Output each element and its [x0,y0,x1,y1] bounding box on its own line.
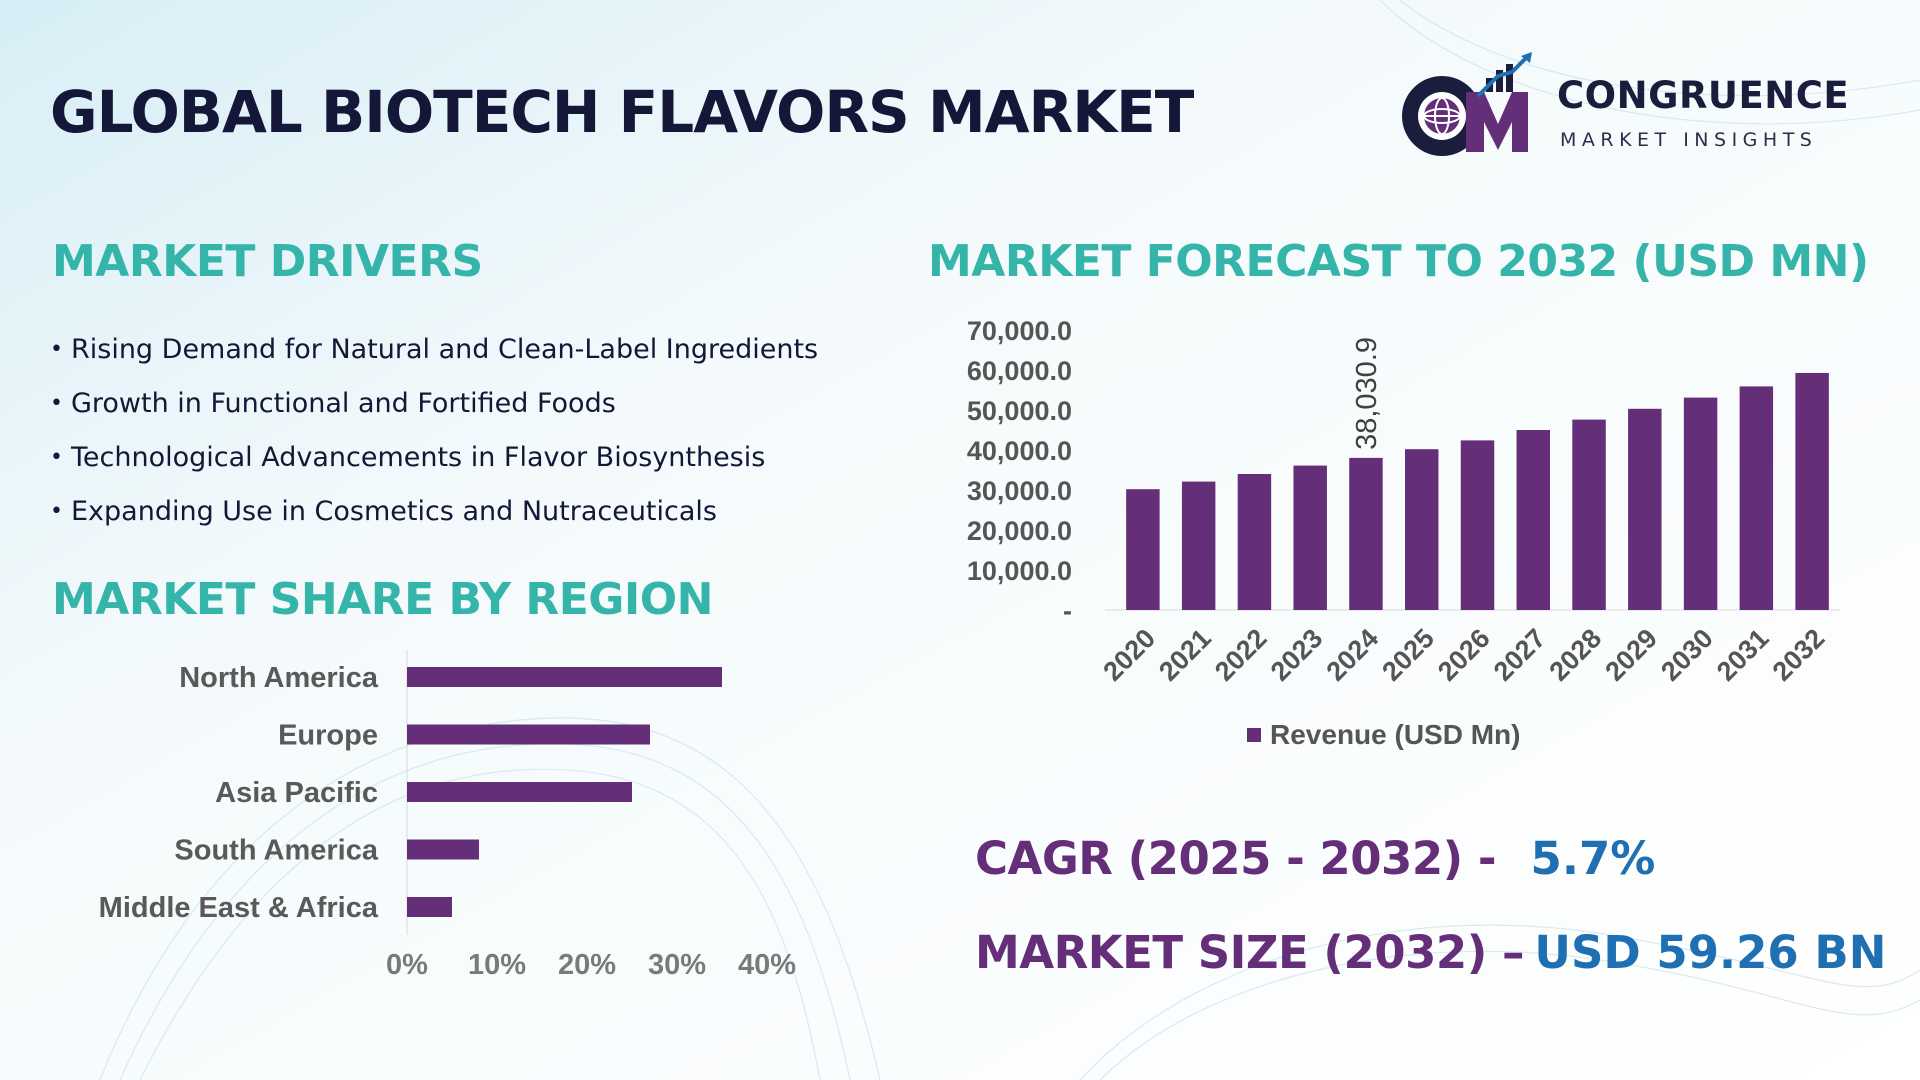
logo-tagline: MARKET INSIGHTS [1560,129,1818,151]
forecast-bar [1405,449,1439,610]
market-size-stat: MARKET SIZE (2032) – USD 59.26 BN [975,926,1886,979]
y-tick-label: 60,000.0 [967,356,1072,386]
y-tick-label: 40,000.0 [967,436,1072,466]
y-tick-label: 20,000.0 [967,516,1072,546]
bullet-icon: • [50,390,63,416]
logo-name: CONGRUENCE [1557,74,1850,117]
bullet-icon: • [50,444,63,470]
x-tick-label: 2022 [1209,623,1273,687]
forecast-bar [1181,481,1216,610]
y-tick-label: - [1063,596,1072,626]
region-bar [407,667,722,687]
x-tick-label: 2030 [1655,623,1719,687]
cagr-stat: CAGR (2025 - 2032) - 5.7% [975,832,1655,885]
driver-text: Rising Demand for Natural and Clean-Labe… [70,333,819,365]
driver-item: • Rising Demand for Natural and Clean-Lab… [50,322,818,376]
drivers-list: • Rising Demand for Natural and Clean-Lab… [50,322,818,538]
region-bar [407,839,479,860]
forecast-bar [1237,474,1272,610]
x-tick-label: 10% [468,949,526,981]
company-logo: CONGRUENCE MARKET INSIGHTS [1400,52,1870,164]
bullet-icon: • [50,336,63,362]
x-tick-label: 2029 [1599,623,1663,687]
forecast-bar [1126,489,1160,610]
forecast-bar [1739,386,1774,610]
data-label: 38,030.9 [1351,337,1383,450]
y-tick-label: 70,000.0 [967,316,1072,346]
region-bar [407,724,650,745]
x-tick-label: 30% [648,949,706,981]
bullet-icon: • [50,498,63,524]
cagr-value: 5.7% [1530,832,1656,885]
x-tick-label: 2027 [1488,623,1552,687]
x-tick-label: 20% [558,949,616,981]
forecast-bar [1628,408,1662,610]
x-tick-label: 2031 [1711,623,1775,687]
forecast-bar [1683,397,1718,610]
page-title: GLOBAL BIOTECH FLAVORS MARKET [50,78,1194,146]
x-tick-label: 2025 [1376,623,1440,687]
forecast-bar [1293,465,1327,610]
driver-text: Expanding Use in Cosmetics and Nutraceut… [70,495,717,527]
region-share-chart: North America Europe Asia Pacific South Ame… [99,650,796,981]
x-tick-label: 2032 [1767,623,1831,687]
forecast-bar [1516,430,1550,610]
x-tick-label: 2023 [1265,623,1329,687]
market-size-label: MARKET SIZE (2032) – [975,926,1524,979]
logo-mark-icon [1402,52,1532,156]
forecast-bar [1795,372,1829,610]
x-tick-label: 40% [738,949,796,981]
driver-text: Technological Advancements in Flavor Bio… [70,441,766,473]
driver-item: • Growth in Functional and Fortified Food… [50,376,818,430]
x-tick-label: 2026 [1432,623,1496,687]
region-label: Asia Pacific [215,777,378,809]
forecast-bar-chart: - 10,000.0 20,000.0 30,000.0 40,000.0 50,000.… [967,316,1840,750]
cagr-label: CAGR (2025 - 2032) - [975,832,1497,885]
forecast-bar [1572,419,1606,610]
region-title: MARKET SHARE BY REGION [52,574,714,625]
x-tick-label: 2028 [1544,623,1608,687]
region-label: North America [179,662,379,694]
y-tick-label: 30,000.0 [967,476,1072,506]
market-size-value: USD 59.26 BN [1534,926,1887,979]
forecast-bar [1349,457,1383,610]
region-label: Middle East & Africa [99,892,379,924]
x-tick-label: 2020 [1097,623,1161,687]
driver-item: • Expanding Use in Cosmetics and Nutraceu… [50,484,818,538]
y-tick-label: 10,000.0 [967,556,1072,586]
x-tick-label: 2024 [1321,623,1385,687]
y-tick-label: 50,000.0 [967,396,1072,426]
x-tick-label: 0% [386,949,428,981]
x-tick-label: 2021 [1153,623,1217,687]
region-label: Europe [278,720,378,752]
region-bar [407,897,452,917]
legend-label: Revenue (USD Mn) [1270,719,1520,750]
legend-swatch [1247,728,1261,742]
region-label: South America [174,835,378,867]
forecast-title: MARKET FORECAST TO 2032 (USD MN) [928,236,1869,287]
driver-text: Growth in Functional and Fortified Foods [70,387,616,419]
driver-item: • Technological Advancements in Flavor Bi… [50,430,818,484]
forecast-bar [1460,440,1495,610]
drivers-title: MARKET DRIVERS [52,236,483,287]
region-bar [407,782,632,802]
